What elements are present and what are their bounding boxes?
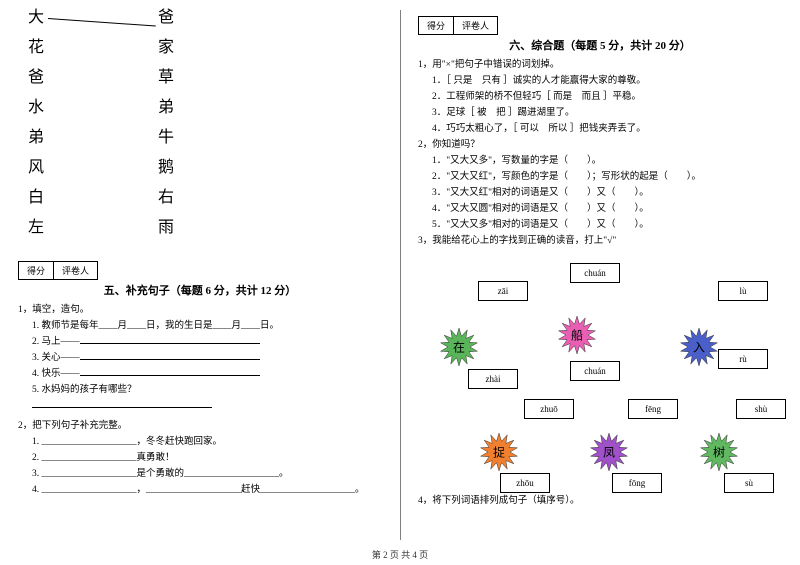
q-item: 5. 水妈妈的孩子有哪些？ (18, 382, 382, 398)
left-column: 大 花 爸 水 弟 风 白 左 爸 家 草 弟 牛 鹅 右 雨 得分 (0, 0, 400, 540)
q-item: 3. ____________________是个勇敢的____________… (18, 466, 382, 482)
q-item: 3．足球［ 被 把 ］踢进湖里了。 (418, 105, 782, 121)
q5-1: 1，填空，造句。 1. 教师节是每年____月____日，我的生日是____月_… (18, 302, 382, 414)
pinyin-box[interactable]: zāi (478, 281, 528, 301)
right-column: 得分 评卷人 六、综合题（每题 5 分，共计 20 分） 1，用"×"把句子中错… (400, 0, 800, 540)
section-5-title: 五、补充句子（每题 6 分，共计 12 分） (18, 282, 382, 298)
star-icon: 船 (558, 316, 596, 354)
char: 白 (28, 190, 44, 206)
q-item: 1．"又大又多"，写数量的字是（ ）。 (418, 153, 782, 169)
char: 弟 (28, 130, 44, 146)
q-item (18, 398, 382, 414)
page-footer: 第 2 页 共 4 页 (0, 548, 800, 561)
pinyin-box[interactable]: sù (724, 473, 774, 493)
pinyin-box[interactable]: zhài (468, 369, 518, 389)
q-head: 2，你知道吗？ (418, 137, 782, 153)
star-char: 入 (693, 339, 705, 356)
q-item: 5．"又大又多"相对的词语是又（ ）又（ ）。 (418, 217, 782, 233)
column-divider (400, 10, 401, 540)
score-box-5: 得分 评卷人 (18, 261, 382, 280)
q-head: 4，将下列词语排列成句子（填序号）。 (418, 493, 782, 509)
char: 左 (28, 220, 44, 236)
q-head: 1，填空，造句。 (18, 302, 382, 318)
pinyin-box[interactable]: rù (718, 349, 768, 369)
matching-left-col: 大 花 爸 水 弟 风 白 左 (28, 10, 44, 236)
q-head: 1，用"×"把句子中错误的词划掉。 (418, 57, 782, 73)
q6-2: 2，你知道吗？ 1．"又大又多"，写数量的字是（ ）。 2．"又大又红"，写颜色… (418, 137, 782, 233)
pinyin-box[interactable]: shù (736, 399, 786, 419)
q6-1: 1，用"×"把句子中错误的词划掉。 1．［ 只是 只有 ］诚实的人才能赢得大家的… (418, 57, 782, 137)
pinyin-box[interactable]: lù (718, 281, 768, 301)
q-item: 1. 教师节是每年____月____日，我的生日是____月____日。 (18, 318, 382, 334)
connect-line (48, 18, 156, 27)
grader-label: 评卷人 (53, 261, 98, 280)
star-icon: 树 (700, 433, 738, 471)
q5-2: 2，把下列句子补充完整。 1. ____________________，冬冬赶… (18, 418, 382, 498)
score-label: 得分 (418, 16, 454, 35)
matching-grid: 大 花 爸 水 弟 风 白 左 爸 家 草 弟 牛 鹅 右 雨 (18, 10, 382, 255)
q-item: 3．"又大又红"相对的词语是又（ ）又（ ）。 (418, 185, 782, 201)
q6-4: 4，将下列词语排列成句子（填序号）。 (418, 493, 782, 509)
char: 水 (28, 100, 44, 116)
star-icon: 凤 (590, 433, 628, 471)
q-item: 1. ____________________，冬冬赶快跑回家。 (18, 434, 382, 450)
pinyin-box[interactable]: chuán (570, 361, 620, 381)
char: 风 (28, 160, 44, 176)
q-item: 4．巧巧太粗心了，［ 可以 所以 ］把钱夹弄丢了。 (418, 121, 782, 137)
star-icon: 捉 (480, 433, 518, 471)
score-box-6: 得分 评卷人 (418, 16, 782, 35)
blank[interactable] (32, 398, 212, 408)
grader-label: 评卷人 (453, 16, 498, 35)
q-item: 2．"又大又红"，写颜色的字是（ ）；写形状的起是（ ）。 (418, 169, 782, 185)
char: 花 (28, 40, 44, 56)
matching-right-col: 爸 家 草 弟 牛 鹅 右 雨 (158, 10, 174, 236)
q-item: 4．"又大又圆"相对的词语是又（ ）又（ ）。 (418, 201, 782, 217)
section-6-title: 六、综合题（每题 5 分，共计 20 分） (418, 37, 782, 53)
pinyin-box[interactable]: fōng (612, 473, 662, 493)
star-char: 树 (713, 444, 725, 461)
char: 鹅 (158, 160, 174, 176)
star-char: 捉 (493, 444, 505, 461)
blank[interactable] (80, 334, 260, 344)
q-item: 2. 马上—— (18, 334, 382, 350)
pinyin-box[interactable]: chuán (570, 263, 620, 283)
blank[interactable] (80, 366, 260, 376)
star-char: 船 (571, 327, 583, 344)
pinyin-box[interactable]: zhōu (500, 473, 550, 493)
char: 草 (158, 70, 174, 86)
char: 爸 (28, 70, 44, 86)
star-char: 在 (453, 339, 465, 356)
star-icon: 在 (440, 328, 478, 366)
char: 家 (158, 40, 174, 56)
q-item: 1．［ 只是 只有 ］诚实的人才能赢得大家的尊敬。 (418, 73, 782, 89)
score-label: 得分 (18, 261, 54, 280)
char: 雨 (158, 220, 174, 236)
char: 右 (158, 190, 174, 206)
q-item: 2. ____________________真勇敢！ (18, 450, 382, 466)
star-char: 凤 (603, 444, 615, 461)
q-item: 3. 关心—— (18, 350, 382, 366)
pinyin-box[interactable]: zhuō (524, 399, 574, 419)
q-item: 4. 快乐—— (18, 366, 382, 382)
q-head: 2，把下列句子补充完整。 (18, 418, 382, 434)
pinyin-diagram: 在船入捉凤树zāichuánlùzhàichuánrùzhuōfēngshùzh… (418, 253, 778, 493)
pinyin-box[interactable]: fēng (628, 399, 678, 419)
star-icon: 入 (680, 328, 718, 366)
char: 弟 (158, 100, 174, 116)
blank[interactable] (80, 350, 260, 360)
char: 大 (28, 10, 44, 26)
q-head: 3，我能给花心上的字找到正确的读音，打上"√" (418, 233, 782, 249)
q6-3: 3，我能给花心上的字找到正确的读音，打上"√" (418, 233, 782, 249)
char: 爸 (158, 10, 174, 26)
q-item: 4. ____________________，________________… (18, 482, 382, 498)
q-item: 2．工程师架的桥不但轻巧［ 而是 而且 ］平稳。 (418, 89, 782, 105)
char: 牛 (158, 130, 174, 146)
